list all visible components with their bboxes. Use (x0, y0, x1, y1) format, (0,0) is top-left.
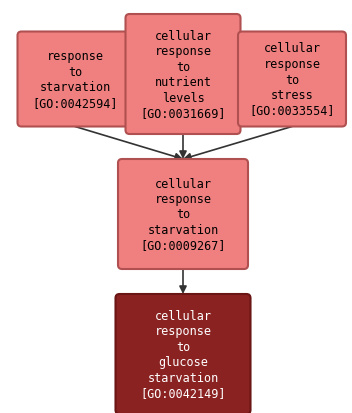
FancyBboxPatch shape (115, 294, 251, 413)
FancyBboxPatch shape (126, 15, 240, 135)
FancyBboxPatch shape (118, 159, 248, 269)
Text: cellular
response
to
stress
[GO:0033554]: cellular response to stress [GO:0033554] (249, 43, 335, 117)
FancyBboxPatch shape (238, 33, 346, 127)
Text: cellular
response
to
starvation
[GO:0009267]: cellular response to starvation [GO:0009… (140, 177, 226, 252)
Text: cellular
response
to
nutrient
levels
[GO:0031669]: cellular response to nutrient levels [GO… (140, 30, 226, 120)
Text: response
to
starvation
[GO:0042594]: response to starvation [GO:0042594] (32, 50, 118, 109)
FancyBboxPatch shape (18, 33, 132, 127)
Text: cellular
response
to
glucose
starvation
[GO:0042149]: cellular response to glucose starvation … (140, 309, 226, 399)
